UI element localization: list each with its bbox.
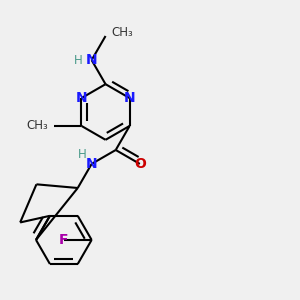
Text: O: O xyxy=(134,157,146,171)
Text: CH₃: CH₃ xyxy=(26,119,48,132)
Text: F: F xyxy=(59,233,69,247)
Text: N: N xyxy=(86,53,98,67)
Text: N: N xyxy=(124,91,135,105)
Text: H: H xyxy=(74,54,82,67)
Text: N: N xyxy=(86,157,98,171)
Text: N: N xyxy=(76,91,87,105)
Text: H: H xyxy=(78,148,86,161)
Text: CH₃: CH₃ xyxy=(112,26,133,40)
